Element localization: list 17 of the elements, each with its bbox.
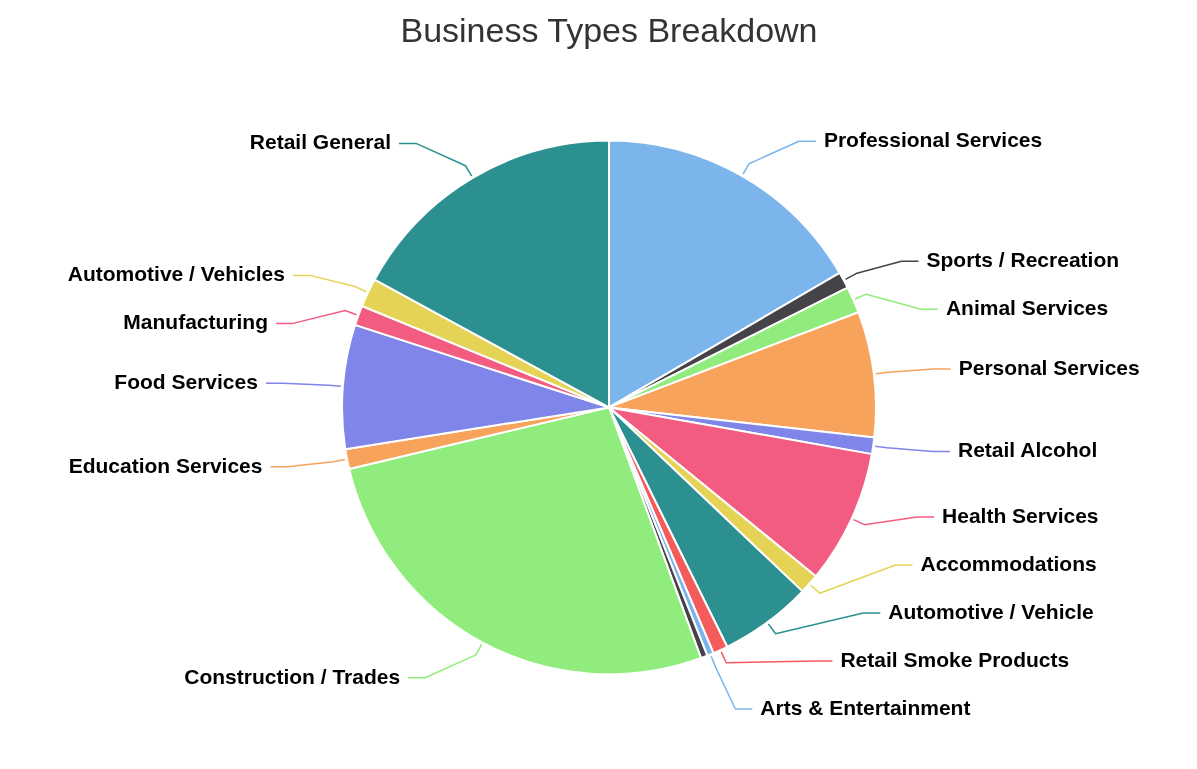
chart-title: Business Types Breakdown	[400, 10, 818, 49]
slice-label: Automotive / Vehicles	[67, 262, 285, 286]
slice-label: Arts & Entertainment	[760, 695, 971, 719]
slice-label: Personal Services	[958, 355, 1140, 379]
slice-label: Construction / Trades	[184, 664, 401, 688]
slice-label: Retail Alcohol	[958, 438, 1098, 462]
slice-label: Education Services	[68, 453, 263, 477]
slice-label: Animal Services	[945, 295, 1109, 319]
slice-label: Manufacturing	[123, 310, 268, 334]
slice-label: Health Services	[942, 503, 1099, 527]
slice-label: Retail General	[249, 130, 392, 154]
slice-label: Accommodations	[920, 551, 1097, 575]
slice-label: Sports / Recreation	[926, 247, 1120, 271]
slice-label: Professional Services	[823, 128, 1043, 152]
slice-label: Automotive / Vehicle	[888, 599, 1094, 623]
slice-label: Food Services	[114, 370, 258, 394]
slice-label: Retail Smoke Products	[840, 647, 1070, 671]
